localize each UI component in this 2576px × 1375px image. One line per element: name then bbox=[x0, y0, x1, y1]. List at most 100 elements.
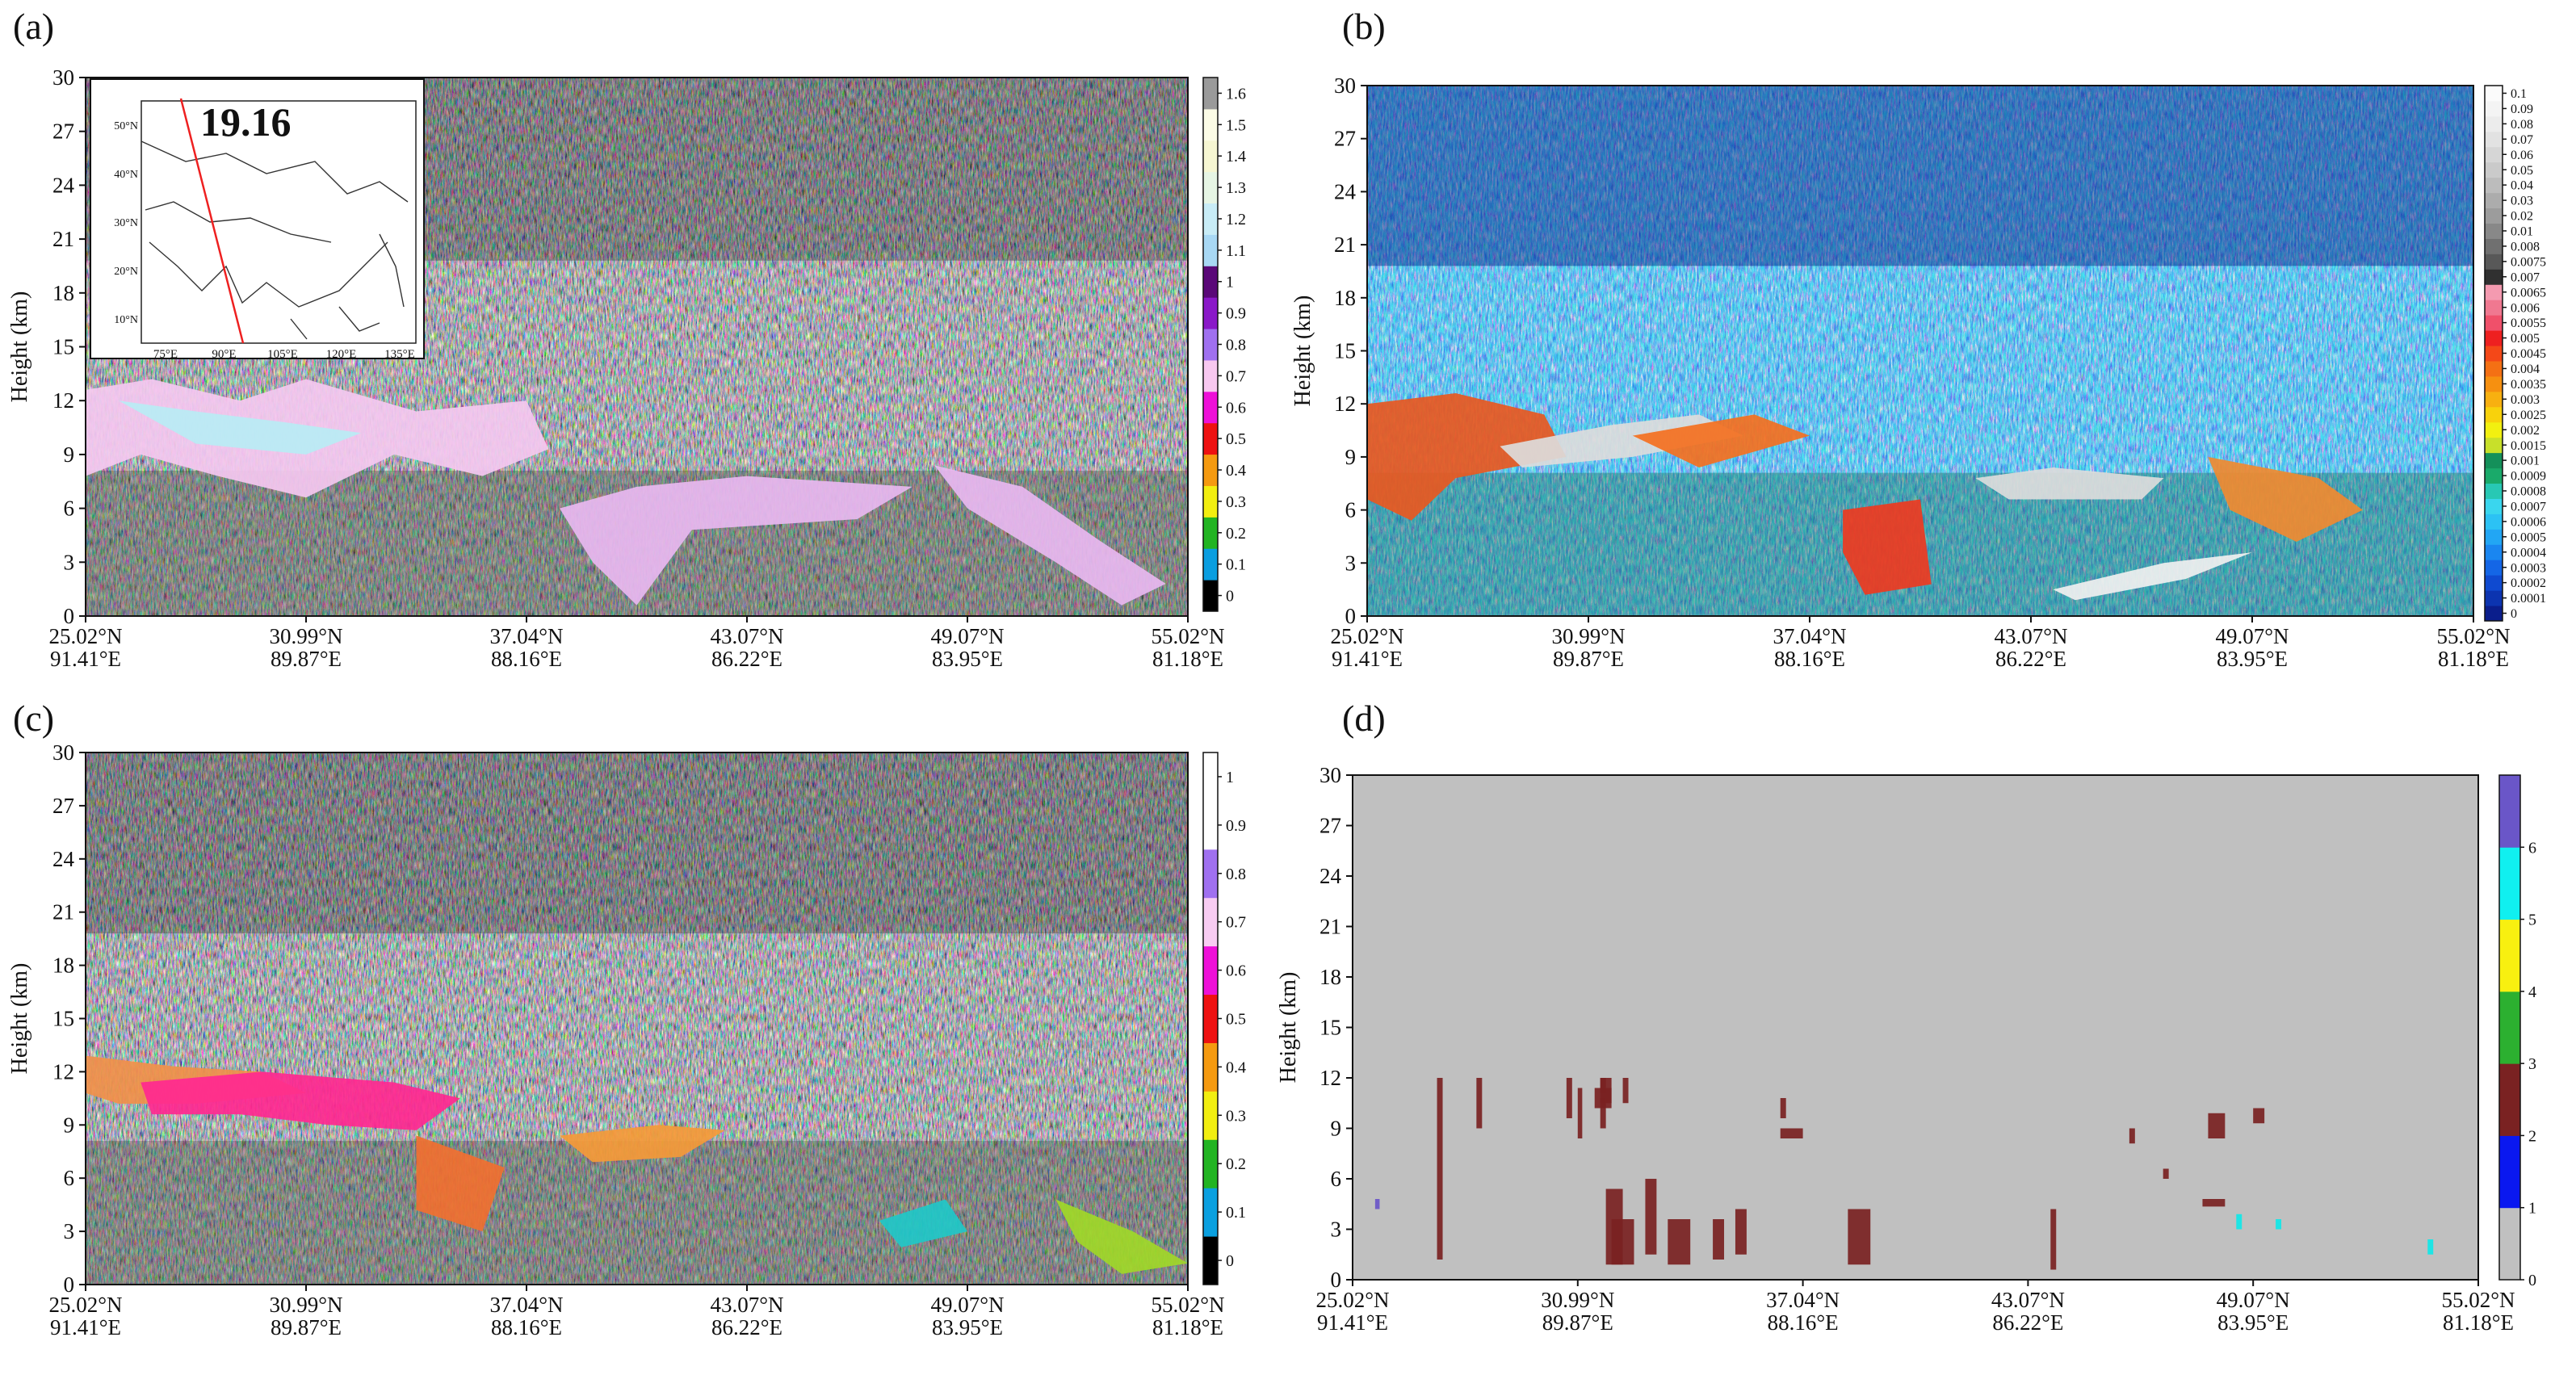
y-tick-label: 6 bbox=[64, 1166, 75, 1190]
x-tick-label: 30.99°N bbox=[269, 1293, 342, 1317]
x-tick-label: 86.22°E bbox=[711, 1315, 782, 1339]
cloud-feature bbox=[2276, 1219, 2282, 1230]
x-tick-label: 86.22°E bbox=[1995, 647, 2066, 671]
colorbar-swatch bbox=[2485, 360, 2503, 377]
colorbar-swatch bbox=[2485, 192, 2503, 209]
y-tick-label: 12 bbox=[52, 1059, 74, 1084]
colorbar-tick-label: 0.7 bbox=[1226, 367, 1246, 385]
y-tick-label: 12 bbox=[1334, 392, 1356, 416]
cloud-feature bbox=[1577, 1088, 1583, 1138]
y-tick-label: 27 bbox=[1319, 814, 1341, 838]
inset-lon-label: 135°E bbox=[384, 348, 415, 361]
cloud-feature bbox=[1476, 1078, 1483, 1129]
colorbar-swatch bbox=[1203, 454, 1218, 486]
colorbar-swatch bbox=[2499, 919, 2520, 992]
colorbar-swatch bbox=[2485, 315, 2503, 331]
colorbar-swatch bbox=[1203, 1236, 1218, 1285]
x-tick-label: 25.02°N bbox=[48, 1293, 122, 1317]
colorbar-tick-label: 0.0004 bbox=[2511, 546, 2546, 560]
colorbar-tick-label: 0.0015 bbox=[2511, 439, 2546, 453]
colorbar-swatch bbox=[1203, 485, 1218, 518]
colorbar-swatch bbox=[1203, 1091, 1218, 1140]
cloud-feature bbox=[2129, 1128, 2135, 1144]
cloud-feature bbox=[1843, 499, 1932, 595]
colorbar-tick-label: 1 bbox=[1226, 769, 1234, 786]
colorbar-tick-label: 0.08 bbox=[2511, 118, 2533, 132]
x-tick-label: 25.02°N bbox=[1315, 1288, 1389, 1312]
colorbar-swatch bbox=[2485, 483, 2503, 499]
colorbar-swatch bbox=[1203, 266, 1218, 298]
colorbar-frame bbox=[2484, 85, 2503, 622]
colorbar-tick-label: 0.0009 bbox=[2511, 470, 2546, 484]
y-tick-label: 21 bbox=[1334, 233, 1356, 257]
x-tick-label: 88.16°E bbox=[1768, 1310, 1839, 1335]
cloud-feature bbox=[2208, 1113, 2226, 1138]
colorbar-tick-label: 1.1 bbox=[1226, 242, 1246, 260]
y-tick-label: 18 bbox=[52, 954, 74, 978]
x-tick-label: 37.04°N bbox=[489, 624, 563, 648]
x-tick-label: 25.02°N bbox=[48, 624, 122, 648]
inset-lon-label: 120°E bbox=[326, 348, 357, 361]
colorbar-tick-label: 0.004 bbox=[2511, 363, 2540, 376]
x-tick-label: 55.02°N bbox=[2441, 1288, 2515, 1312]
colorbar-swatch bbox=[1203, 752, 1218, 802]
panel: (a)Height (km)03691215182124273025.02°N9… bbox=[7, 6, 1246, 671]
cloud-feature bbox=[416, 1135, 505, 1232]
y-tick-label: 30 bbox=[1319, 763, 1341, 787]
colorbar-swatch bbox=[2499, 1207, 2520, 1281]
colorbar-tick-label: 0 bbox=[2528, 1272, 2536, 1289]
panel: (c) Height (km) 0 3 6 9 12 15 18 21 24 27 30 25.02°N9… bbox=[7, 698, 1246, 1339]
y-tick-label: 27 bbox=[52, 794, 74, 818]
colorbar-frame bbox=[2498, 774, 2521, 1281]
colorbar-swatch bbox=[2485, 177, 2503, 194]
cloud-feature bbox=[141, 1071, 461, 1130]
y-tick-label: 3 bbox=[1331, 1218, 1342, 1242]
colorbar-swatch bbox=[2485, 544, 2503, 560]
y-tick-label: 18 bbox=[1334, 286, 1356, 310]
x-tick-label: 83.95°E bbox=[932, 1315, 1003, 1339]
colorbar-swatch bbox=[1203, 78, 1218, 110]
x-tick-label: 88.16°E bbox=[491, 1315, 562, 1339]
inset-lat-label: 30°N bbox=[114, 217, 138, 229]
cloud-feature bbox=[2050, 1209, 2057, 1270]
colorbar-tick-label: 0.03 bbox=[2511, 195, 2533, 208]
colorbar-swatch bbox=[2499, 775, 2520, 848]
cloud-feature bbox=[1437, 1078, 1443, 1260]
cloud-feature bbox=[1713, 1219, 1725, 1260]
y-tick-label: 3 bbox=[64, 1219, 75, 1243]
colorbar-tick-label: 0.0065 bbox=[2511, 286, 2546, 300]
y-axis-label: Height (km) bbox=[1290, 296, 1315, 407]
colorbar-swatch bbox=[2499, 991, 2520, 1064]
colorbar-swatch bbox=[2485, 514, 2503, 530]
colorbar-swatch bbox=[2485, 346, 2503, 362]
y-axis-label: Height (km) bbox=[7, 963, 32, 1075]
inset-lon-label: 90°E bbox=[212, 348, 236, 361]
colorbar-tick-label: 0.0003 bbox=[2511, 561, 2546, 575]
colorbar-swatch bbox=[1203, 391, 1218, 424]
x-tick-label: 86.22°E bbox=[711, 647, 782, 671]
panel-label: (a) bbox=[13, 6, 54, 47]
panel-label: (b) bbox=[1342, 6, 1386, 47]
y-tick-label: 12 bbox=[52, 388, 74, 413]
colorbar-tick-label: 0.4 bbox=[1226, 1058, 1246, 1076]
colorbar-swatch bbox=[1203, 203, 1218, 235]
cloud-feature bbox=[1566, 1078, 1572, 1118]
colorbar-swatch bbox=[1203, 108, 1218, 141]
colorbar-tick-label: 1 bbox=[1226, 274, 1234, 291]
colorbar-swatch bbox=[1203, 422, 1218, 455]
y-tick-label: 15 bbox=[1334, 339, 1356, 363]
colorbar-tick-label: 1 bbox=[2528, 1200, 2536, 1218]
colorbar-swatch bbox=[2485, 254, 2503, 270]
colorbar-swatch bbox=[2485, 208, 2503, 224]
colorbar-frame bbox=[1202, 77, 1219, 612]
x-tick-label: 43.07°N bbox=[710, 624, 783, 648]
x-tick-label: 25.02°N bbox=[1330, 624, 1403, 648]
x-tick-label: 83.95°E bbox=[2217, 647, 2288, 671]
x-tick-label: 89.87°E bbox=[271, 1315, 342, 1339]
colorbar-tick-label: 0.008 bbox=[2511, 241, 2540, 254]
colorbar-tick-label: 0.001 bbox=[2511, 455, 2540, 468]
y-tick-label: 15 bbox=[52, 1007, 74, 1031]
colorbar-tick-label: 1.3 bbox=[1226, 179, 1246, 197]
inset-lat-label: 10°N bbox=[114, 314, 138, 326]
x-tick-label: 83.95°E bbox=[932, 647, 1003, 671]
